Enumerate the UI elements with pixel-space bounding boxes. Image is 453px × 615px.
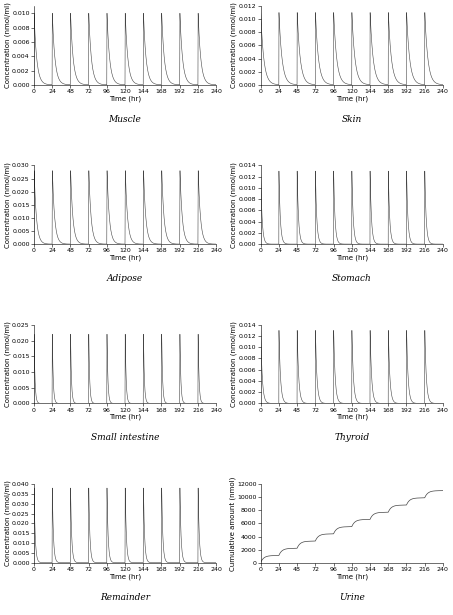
Y-axis label: Concentration (nmol/ml): Concentration (nmol/ml) xyxy=(4,2,11,89)
X-axis label: Time (hr): Time (hr) xyxy=(336,255,368,261)
X-axis label: Time (hr): Time (hr) xyxy=(336,414,368,421)
Text: Adipose: Adipose xyxy=(107,274,143,283)
Text: Urine: Urine xyxy=(339,593,365,601)
Text: Thyroid: Thyroid xyxy=(334,434,369,442)
X-axis label: Time (hr): Time (hr) xyxy=(336,573,368,580)
Y-axis label: Concentration (nmol/ml): Concentration (nmol/ml) xyxy=(4,480,11,566)
Y-axis label: Concentration (nmol/ml): Concentration (nmol/ml) xyxy=(4,162,11,248)
X-axis label: Time (hr): Time (hr) xyxy=(336,95,368,102)
Y-axis label: Concentration (nmol/ml): Concentration (nmol/ml) xyxy=(231,2,237,89)
Y-axis label: Concentration (nmol/ml): Concentration (nmol/ml) xyxy=(231,321,237,407)
X-axis label: Time (hr): Time (hr) xyxy=(109,255,141,261)
X-axis label: Time (hr): Time (hr) xyxy=(109,573,141,580)
Text: Remainder: Remainder xyxy=(100,593,150,601)
Y-axis label: Cumulative amount (nmol): Cumulative amount (nmol) xyxy=(229,476,236,571)
Text: Skin: Skin xyxy=(342,114,362,124)
X-axis label: Time (hr): Time (hr) xyxy=(109,95,141,102)
Text: Muscle: Muscle xyxy=(109,114,141,124)
X-axis label: Time (hr): Time (hr) xyxy=(109,414,141,421)
Text: Stomach: Stomach xyxy=(332,274,371,283)
Text: Small intestine: Small intestine xyxy=(91,434,159,442)
Y-axis label: Concentration (nmol/ml): Concentration (nmol/ml) xyxy=(4,321,11,407)
Y-axis label: Concentration (nmol/ml): Concentration (nmol/ml) xyxy=(231,162,237,248)
